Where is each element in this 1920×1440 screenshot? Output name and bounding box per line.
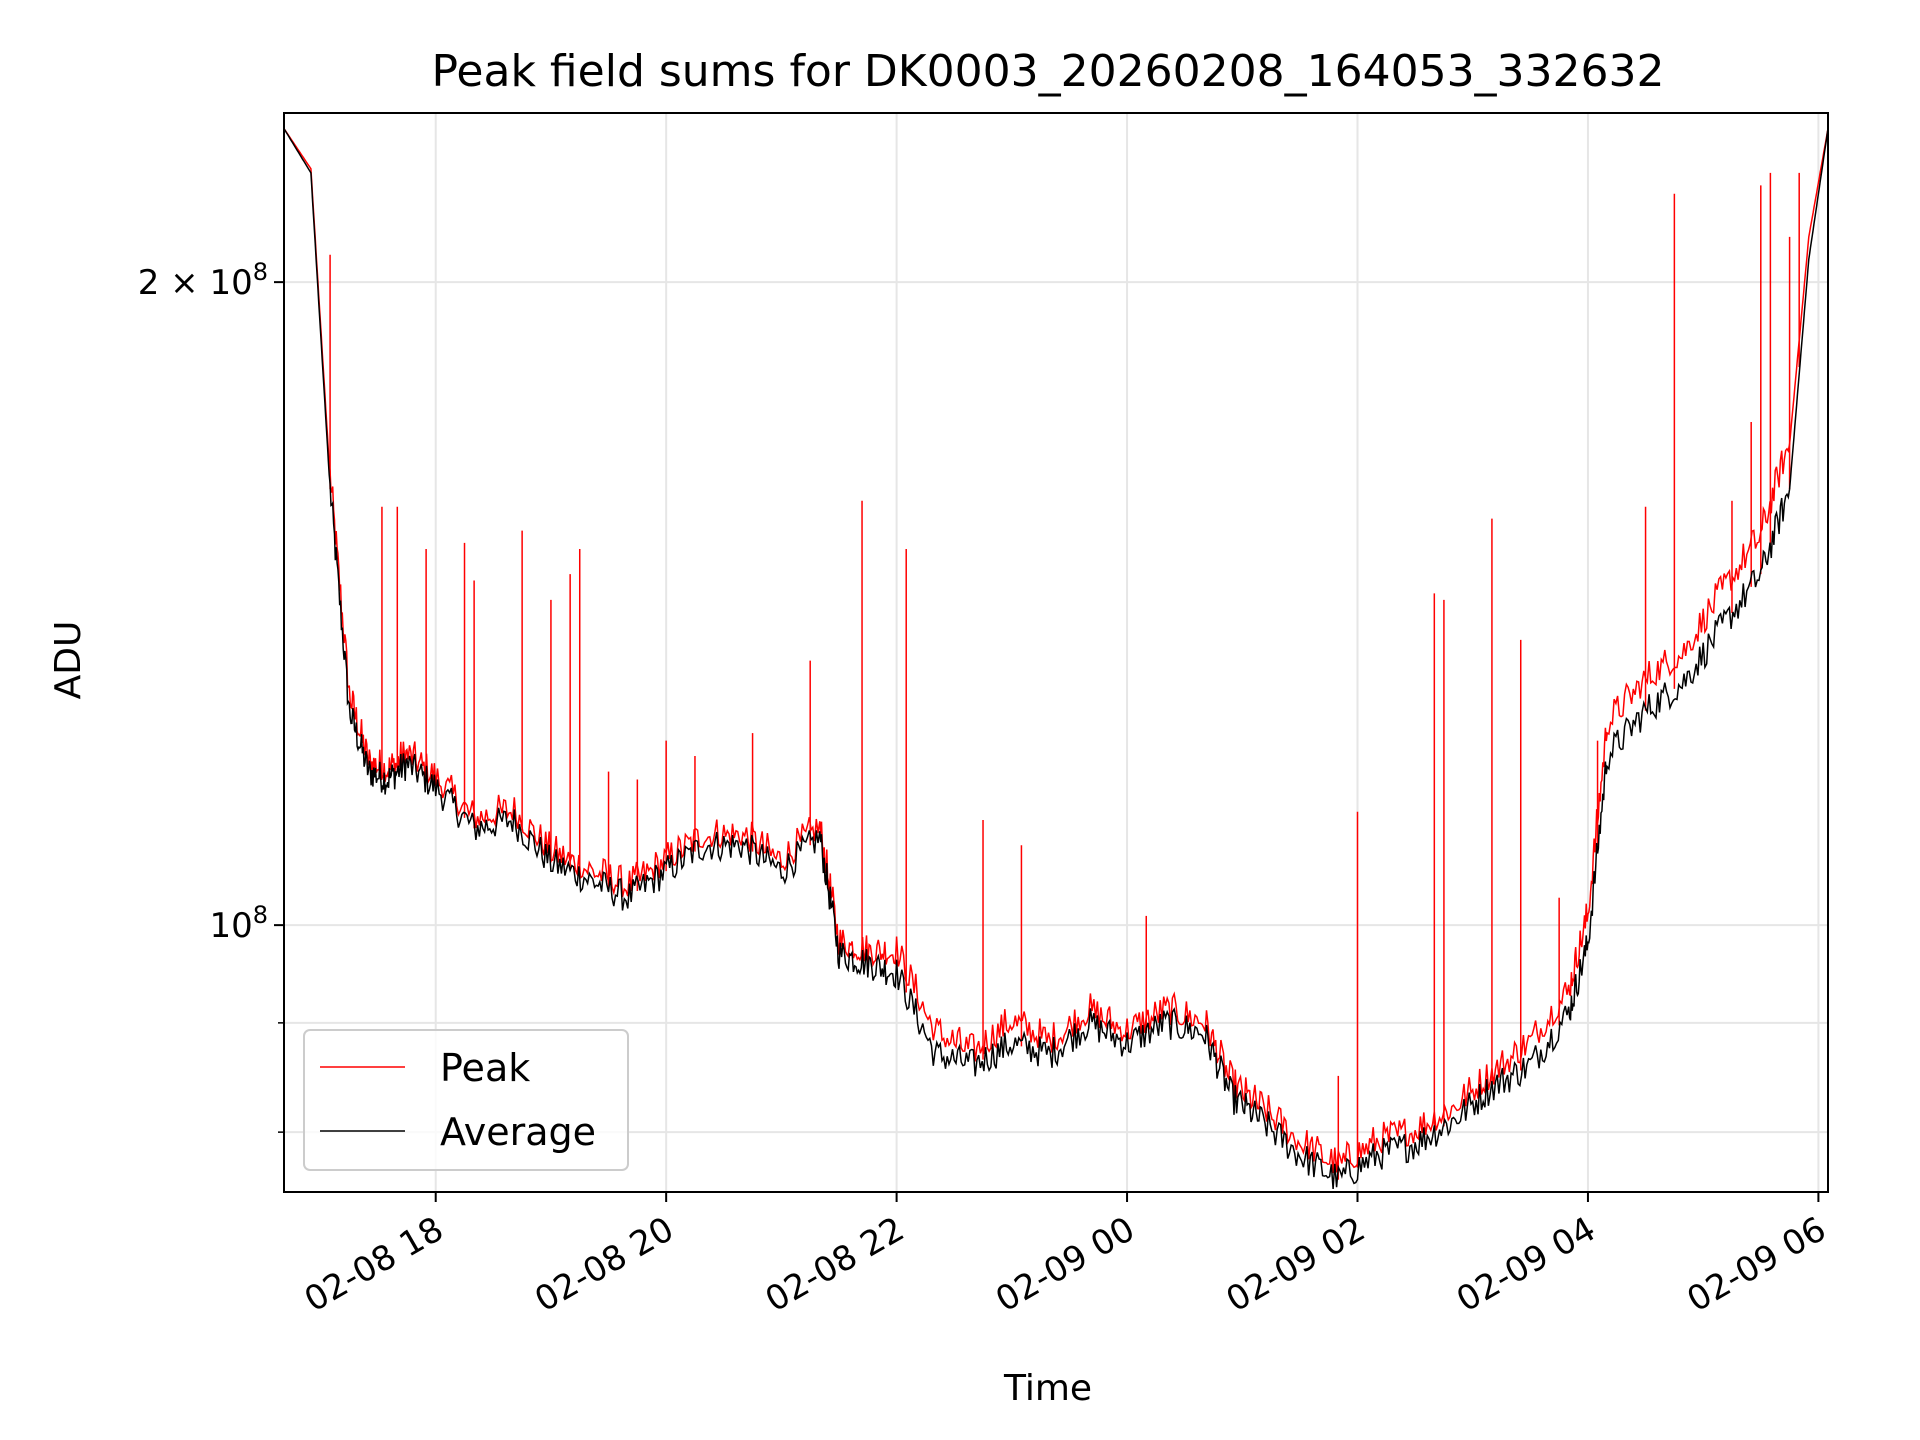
y-axis-label: ADU — [48, 621, 89, 700]
peak-series-line — [283, 128, 1829, 1174]
y-tick-label: 2 × 108 — [138, 258, 268, 303]
legend: Peak Average — [303, 1029, 629, 1171]
y-tick-exponent: 8 — [253, 901, 268, 929]
legend-average-label: Average — [440, 1110, 596, 1154]
y-tick-mantissa: 2 × 10 — [138, 263, 253, 303]
y-tick-label: 108 — [209, 901, 268, 946]
legend-peak-label: Peak — [440, 1046, 530, 1090]
series-layer — [283, 128, 1829, 1189]
chart-title: Peak field sums for DK0003_20260208_1640… — [431, 46, 1664, 97]
plot-frame — [283, 112, 1829, 1193]
x-axis-label: Time — [1003, 1368, 1092, 1409]
average-series-line — [283, 128, 1829, 1189]
grid — [284, 113, 1828, 1192]
legend-box — [303, 1029, 629, 1171]
y-tick-mantissa: 10 — [209, 906, 252, 946]
y-tick-exponent: 8 — [253, 258, 268, 286]
